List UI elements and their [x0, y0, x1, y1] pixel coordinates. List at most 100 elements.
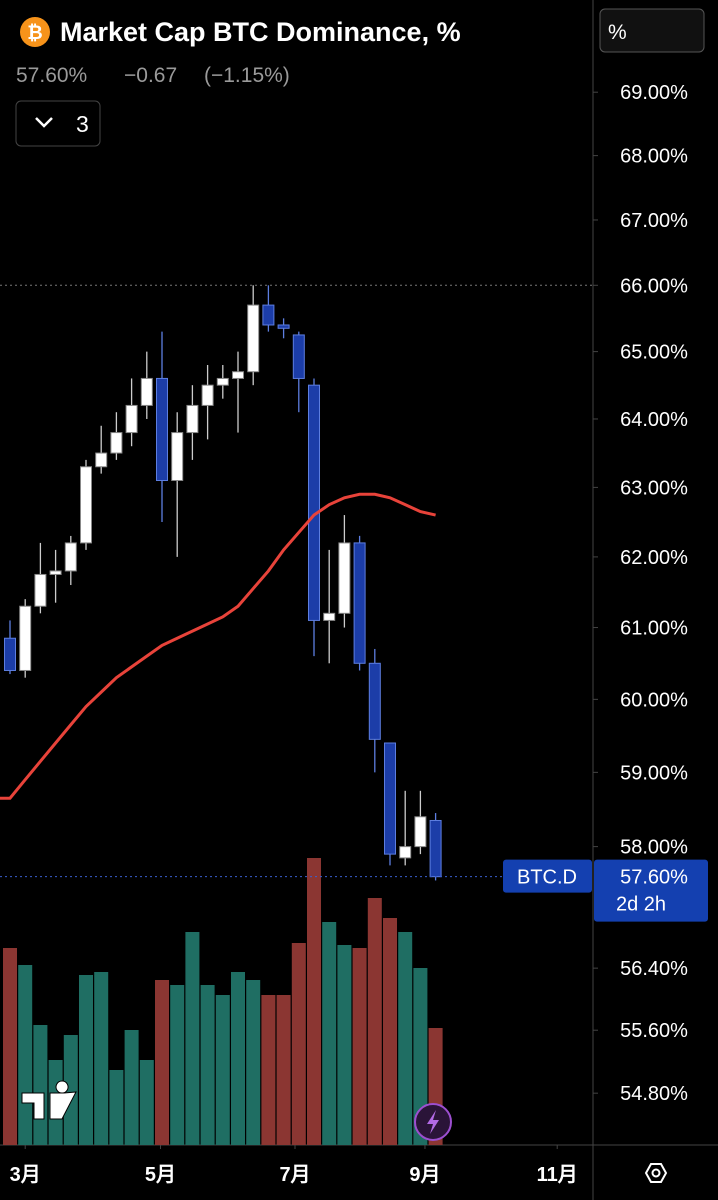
- y-tick-label: 63.00%: [620, 477, 688, 499]
- candle-body: [110, 432, 123, 454]
- volume-bar: [155, 980, 169, 1145]
- candle-body: [216, 377, 229, 386]
- y-tick-label: 68.00%: [620, 146, 688, 168]
- x-tick-label: 7月: [279, 1164, 310, 1186]
- last-value: 57.60%: [16, 64, 87, 87]
- candle-body: [186, 404, 199, 434]
- moving-average: [0, 492, 436, 800]
- candle-body: [64, 542, 77, 572]
- volume-bar: [94, 972, 109, 1145]
- change: −0.67: [124, 64, 177, 87]
- candle-body: [323, 612, 336, 621]
- candle-body: [353, 542, 366, 664]
- candle-body: [4, 637, 16, 671]
- volume-bar: [322, 922, 337, 1145]
- volume-bar: [109, 1070, 124, 1145]
- candle-body: [292, 334, 305, 379]
- tv-logo: [21, 1080, 77, 1120]
- lightning-icon: [427, 1110, 439, 1134]
- volume-bar: [276, 995, 291, 1145]
- volume-bar: [79, 975, 93, 1145]
- y-tick-label: 58.00%: [620, 837, 688, 859]
- change-pct: (−1.15%): [204, 64, 290, 87]
- x-tick-label: 5月: [145, 1164, 176, 1186]
- symbol-tag-label: BTC.D: [517, 867, 577, 889]
- settings-button[interactable]: [644, 1163, 668, 1183]
- volume-bar: [398, 932, 413, 1145]
- countdown-label: 2d 2h: [616, 894, 666, 916]
- volume-bar: [246, 980, 261, 1145]
- y-tick-label: 61.00%: [620, 618, 688, 640]
- volume-bar: [18, 965, 33, 1145]
- x-tick-label: 11月: [537, 1164, 578, 1186]
- volume-bar: [139, 1060, 154, 1145]
- candle-body: [414, 816, 427, 848]
- price-tag: [594, 859, 708, 922]
- btc-icon: [20, 17, 50, 47]
- symbol-tag: [503, 859, 592, 893]
- plot-area: [0, 284, 593, 1145]
- scale-button-label: %: [608, 21, 627, 44]
- scale-button[interactable]: [599, 8, 705, 53]
- candle-body: [19, 605, 32, 671]
- candle-body: [34, 573, 47, 607]
- candle-body: [80, 466, 92, 544]
- candle-body: [384, 742, 396, 855]
- volume-bar: [3, 948, 17, 1145]
- volume-bar: [170, 985, 185, 1145]
- volume-bar: [261, 995, 276, 1145]
- price-tag-label: 57.60%: [620, 867, 688, 889]
- y-tick-label: 59.00%: [620, 762, 688, 784]
- candle-body: [368, 662, 381, 740]
- x-tick-label: 9月: [409, 1164, 440, 1186]
- volume-bar: [413, 968, 428, 1145]
- y-tick-label: 56.40%: [620, 958, 688, 980]
- candle-body: [232, 371, 244, 379]
- candle-body: [140, 377, 153, 406]
- volume-bar: [383, 918, 397, 1145]
- btc-symbol: ₿: [27, 23, 42, 44]
- y-tick-label: 66.00%: [620, 275, 688, 297]
- y-tick-label: 64.00%: [620, 409, 688, 431]
- volume-bar: [231, 972, 245, 1145]
- y-tick-label: 65.00%: [620, 342, 688, 364]
- volume-bar: [307, 858, 321, 1145]
- y-tick-label: 55.60%: [620, 1020, 688, 1042]
- volume-bar: [291, 943, 306, 1145]
- candle-body: [156, 377, 168, 482]
- candle-body: [171, 432, 184, 482]
- volume-bar: [63, 1035, 78, 1145]
- volume-bar: [337, 945, 352, 1145]
- candle-body: [49, 570, 62, 575]
- chart-title: Market Cap BTC Dominance, %: [60, 17, 461, 47]
- candle-body: [308, 384, 320, 621]
- volume-bar: [200, 985, 215, 1145]
- chevron-icon: [35, 117, 53, 128]
- candle-body: [262, 304, 275, 326]
- y-tick-label: 54.80%: [620, 1083, 688, 1105]
- volume-bar: [124, 1030, 139, 1145]
- candle-body: [399, 846, 412, 859]
- candle-body: [125, 404, 138, 434]
- y-tick-label: 69.00%: [620, 82, 688, 104]
- candle-body: [247, 304, 260, 373]
- settings-icon: [651, 1168, 661, 1178]
- volume-bar: [185, 932, 200, 1145]
- indicator-toggle[interactable]: [15, 100, 101, 147]
- candle-body: [95, 452, 108, 468]
- volume-bar: [33, 1025, 48, 1145]
- x-tick-label: 3月: [10, 1164, 41, 1186]
- candle-body: [338, 542, 351, 614]
- candle-body: [429, 819, 442, 878]
- y-tick-label: 67.00%: [620, 210, 688, 232]
- volume-bar: [367, 898, 382, 1145]
- y-tick-label: 62.00%: [620, 547, 688, 569]
- indicator-count: 3: [76, 111, 89, 137]
- y-tick-label: 60.00%: [620, 689, 688, 711]
- volume-bar: [215, 995, 230, 1145]
- volume-bar: [352, 948, 367, 1145]
- candle-body: [277, 324, 290, 329]
- candle-body: [201, 384, 214, 406]
